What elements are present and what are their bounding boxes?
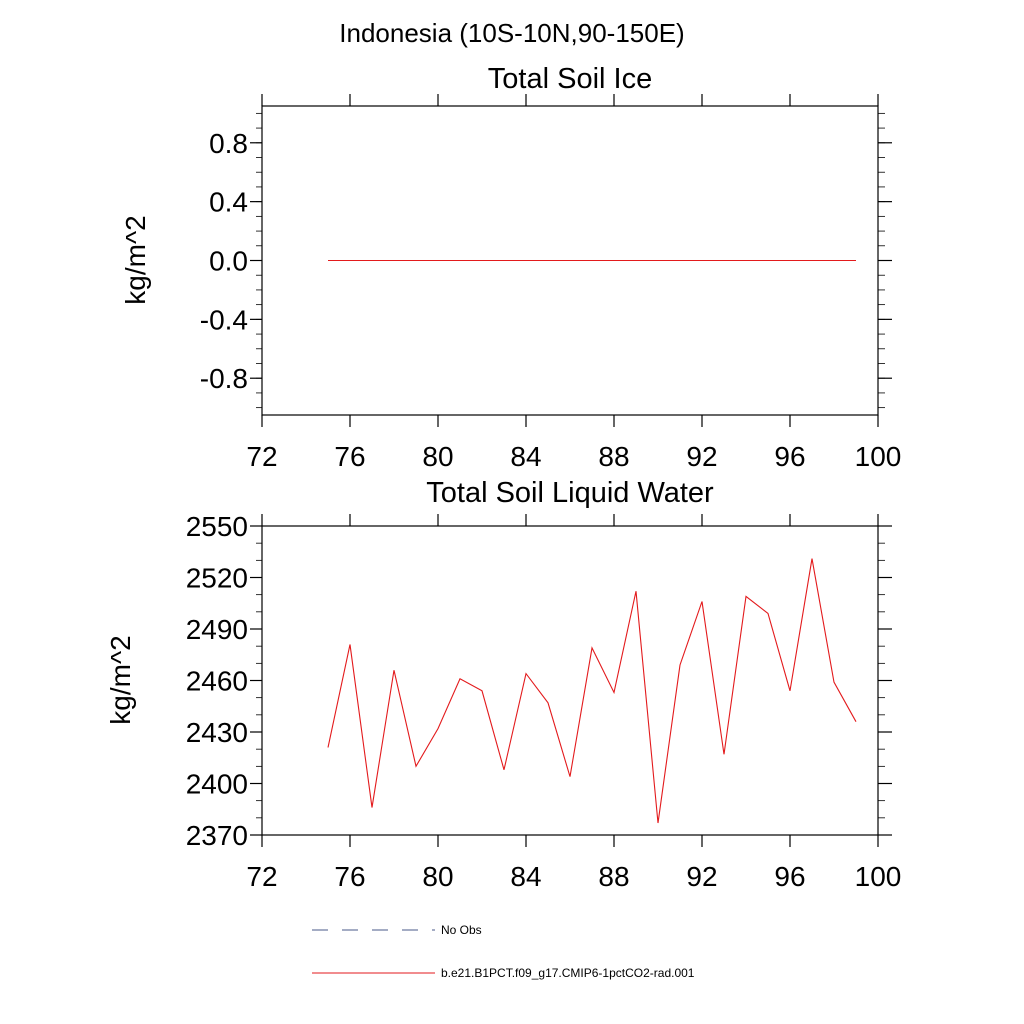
x-tick-label: 72 bbox=[246, 861, 277, 892]
y-tick-label: -0.4 bbox=[200, 304, 248, 335]
panel-title: Total Soil Liquid Water bbox=[426, 477, 714, 509]
axis-ticks: 72 76 80 84 88 92 96 100 2370 2400 2430 2460 2490 252… bbox=[186, 511, 902, 892]
panel-total-soil-ice: Total Soil Ice kg/m^2 72 76 80 84 88 92 96 100 -… bbox=[120, 63, 901, 472]
series-layer bbox=[327, 558, 857, 824]
x-tick-label: 80 bbox=[422, 861, 453, 892]
y-tick-label: 0.0 bbox=[209, 246, 248, 277]
legend-label-no-obs: No Obs bbox=[441, 923, 482, 937]
x-tick-label: 96 bbox=[774, 861, 805, 892]
x-tick-label: 84 bbox=[510, 861, 541, 892]
figure-title: Indonesia (10S-10N,90-150E) bbox=[339, 18, 684, 48]
legend-label-model: b.e21.B1PCT.f09_g17.CMIP6-1pctCO2-rad.00… bbox=[441, 966, 695, 980]
axis-ticks: 72 76 80 84 88 92 96 100 -0.8 -0.4 0.0 0.4 0.8 bbox=[200, 94, 902, 472]
x-tick-label: 100 bbox=[855, 861, 902, 892]
y-tick-label: 2460 bbox=[186, 666, 248, 697]
x-tick-label: 76 bbox=[334, 441, 365, 472]
y-tick-label: -0.8 bbox=[200, 363, 248, 394]
y-axis-label: kg/m^2 bbox=[120, 215, 151, 304]
x-tick-label: 80 bbox=[422, 441, 453, 472]
x-tick-label: 96 bbox=[774, 441, 805, 472]
x-tick-label: 88 bbox=[598, 861, 629, 892]
x-tick-label: 92 bbox=[686, 861, 717, 892]
series-line bbox=[327, 558, 857, 824]
x-tick-label: 92 bbox=[686, 441, 717, 472]
y-tick-label: 2400 bbox=[186, 769, 248, 800]
x-tick-label: 76 bbox=[334, 861, 365, 892]
y-tick-label: 2370 bbox=[186, 820, 248, 851]
x-tick-label: 84 bbox=[510, 441, 541, 472]
panel-title: Total Soil Ice bbox=[488, 63, 652, 95]
panel-total-soil-liquid-water: Total Soil Liquid Water kg/m^2 72 76 80 84 8… bbox=[105, 477, 901, 892]
x-tick-label: 100 bbox=[855, 441, 902, 472]
x-tick-label: 72 bbox=[246, 441, 277, 472]
x-tick-label: 88 bbox=[598, 441, 629, 472]
y-axis-label: kg/m^2 bbox=[105, 635, 136, 724]
y-tick-label: 2550 bbox=[186, 511, 248, 542]
y-tick-label: 2520 bbox=[186, 563, 248, 594]
y-tick-label: 0.8 bbox=[209, 128, 248, 159]
legend: No Obs b.e21.B1PCT.f09_g17.CMIP6-1pctCO2… bbox=[312, 923, 695, 980]
y-tick-label: 2430 bbox=[186, 717, 248, 748]
y-tick-label: 0.4 bbox=[209, 187, 248, 218]
y-tick-label: 2490 bbox=[186, 614, 248, 645]
